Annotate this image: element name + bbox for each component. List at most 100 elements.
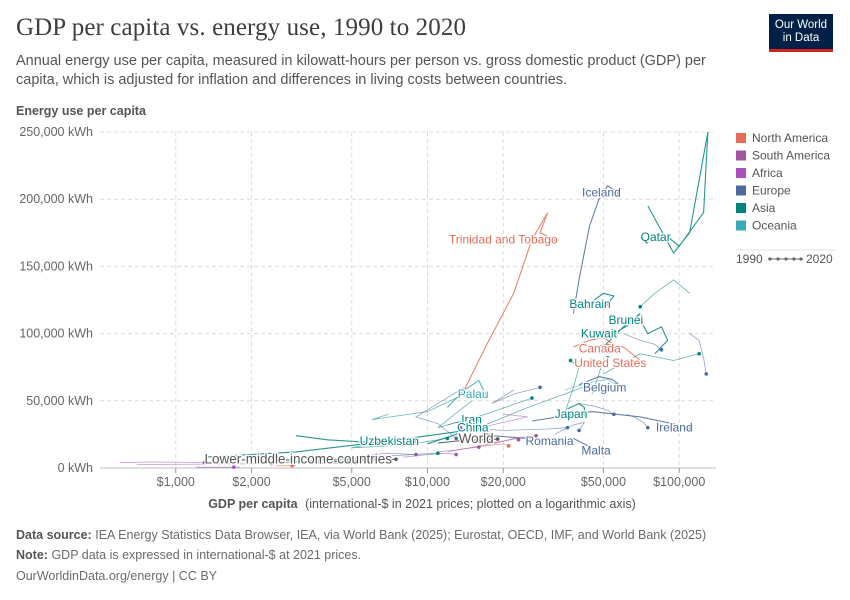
country-trajectories[interactable] — [119, 131, 709, 469]
trajectory-saudi-arabia[interactable] — [591, 357, 608, 395]
point-brunei[interactable] — [638, 318, 643, 322]
point-argentina[interactable] — [516, 437, 521, 442]
trajectory-kuwait[interactable] — [603, 312, 641, 348]
legend-label-europe[interactable]: Europe — [752, 184, 791, 198]
legend-label-oceania[interactable]: Oceania — [752, 219, 797, 233]
trajectory-switzerland[interactable] — [626, 413, 649, 428]
point-chad[interactable] — [231, 465, 236, 469]
point-egypt[interactable] — [454, 452, 458, 457]
point-spain[interactable] — [577, 428, 581, 433]
legend-label-asia[interactable]: Asia — [752, 201, 776, 215]
point-south-korea[interactable] — [587, 382, 592, 387]
point-iran[interactable] — [477, 417, 481, 422]
owid-logo[interactable]: Our World in Data — [769, 14, 833, 52]
trajectory-south-korea[interactable] — [471, 384, 590, 431]
trajectory-uzbekistan[interactable] — [295, 435, 416, 444]
point-norway[interactable] — [659, 347, 664, 352]
point-india[interactable] — [386, 456, 391, 461]
trajectory-turkmenistan[interactable] — [371, 393, 465, 420]
point-haiti[interactable] — [290, 463, 294, 468]
point-trinidad-and-tobago[interactable] — [552, 237, 557, 242]
trajectory-ireland[interactable] — [531, 411, 690, 429]
trajectory-poland[interactable] — [456, 427, 568, 431]
trajectory-trinidad-and-tobago[interactable] — [463, 212, 555, 391]
credit-text[interactable]: OurWorldinData.org/energy | CC BY — [16, 569, 218, 583]
trajectory-china[interactable] — [204, 427, 486, 458]
point-canada[interactable] — [615, 346, 620, 351]
trajectory-eswatini[interactable] — [371, 452, 417, 455]
point-lower-middle-income-countries[interactable] — [394, 457, 398, 462]
point-iceland[interactable] — [615, 190, 620, 195]
trajectory-russia[interactable] — [491, 387, 541, 404]
point-turkmenistan[interactable] — [462, 392, 467, 396]
point-mongolia[interactable] — [445, 436, 450, 441]
point-uae[interactable] — [638, 304, 643, 309]
trajectory-ukraine[interactable] — [415, 387, 465, 439]
trajectory-chile[interactable] — [447, 435, 537, 453]
trajectory-united-states[interactable] — [591, 343, 644, 364]
trajectory-oman[interactable] — [564, 360, 580, 415]
region-legend[interactable]: North America South America Africa Europe As… — [736, 131, 830, 233]
trajectory-argentina[interactable] — [485, 437, 519, 445]
trajectory-ethiopia[interactable] — [136, 463, 272, 465]
trajectory-singapore[interactable] — [603, 353, 700, 375]
trajectory-norway[interactable] — [623, 333, 662, 351]
legend-swatch-south-america[interactable] — [736, 150, 746, 161]
point-oman[interactable] — [568, 358, 573, 363]
point-germany[interactable] — [612, 412, 616, 417]
point-russia[interactable] — [538, 385, 542, 390]
trajectory-bahrain[interactable] — [584, 292, 615, 310]
point-world[interactable] — [495, 437, 500, 441]
point-kazakhstan[interactable] — [530, 396, 534, 400]
trajectory-mozambique[interactable] — [119, 461, 205, 463]
trajectory-iceland[interactable] — [572, 185, 619, 314]
point-malta[interactable] — [605, 448, 610, 453]
point-belgium[interactable] — [621, 385, 626, 390]
point-ukraine[interactable] — [454, 436, 458, 441]
point-chile[interactable] — [534, 433, 538, 438]
trajectory-kazakhstan[interactable] — [437, 397, 533, 429]
trajectory-uae[interactable] — [639, 279, 690, 307]
point-saudi-arabia[interactable] — [605, 355, 610, 360]
trajectory-world[interactable] — [437, 438, 498, 444]
point-luxembourg[interactable] — [704, 372, 709, 376]
legend-swatch-north-america[interactable] — [736, 133, 746, 143]
point-nigeria[interactable] — [354, 461, 358, 465]
point-libya[interactable] — [470, 428, 474, 433]
trajectory-australia[interactable] — [564, 378, 617, 391]
trajectory-malta[interactable] — [547, 437, 608, 452]
legend-swatch-oceania[interactable] — [736, 220, 746, 231]
point-australia[interactable] — [614, 382, 618, 387]
legend-label-north-america[interactable]: North America — [752, 131, 828, 145]
trajectory-palau[interactable] — [447, 379, 486, 408]
legend-label-africa[interactable]: Africa — [752, 166, 783, 180]
credit-line[interactable]: OurWorldinData.org/energy | CC BY — [16, 569, 217, 583]
trajectory-qatar[interactable] — [647, 131, 709, 254]
point-vietnam[interactable] — [436, 451, 440, 456]
point-ireland[interactable] — [687, 425, 692, 430]
trajectory-japan[interactable] — [567, 402, 585, 415]
trajectory-mexico[interactable] — [478, 443, 509, 447]
point-singapore[interactable] — [697, 351, 701, 356]
trajectory-libya[interactable] — [471, 413, 528, 431]
point-palau[interactable] — [483, 392, 488, 396]
point-uzbekistan[interactable] — [414, 439, 418, 443]
point-switzerland[interactable] — [645, 425, 650, 430]
point-bahrain[interactable] — [605, 302, 610, 306]
trajectory-nigeria[interactable] — [312, 462, 357, 465]
trajectory-germany[interactable] — [578, 403, 615, 415]
point-united-states[interactable] — [641, 361, 646, 365]
trajectory-spain[interactable] — [554, 421, 586, 435]
trajectory-mongolia[interactable] — [351, 438, 448, 449]
point-qatar[interactable] — [665, 235, 670, 239]
trajectory-belgium[interactable] — [578, 376, 624, 388]
legend-swatch-europe[interactable] — [736, 185, 746, 196]
legend-swatch-asia[interactable] — [736, 203, 746, 213]
legend-swatch-africa[interactable] — [736, 168, 746, 178]
trajectory-luxembourg[interactable] — [689, 333, 707, 374]
point-mexico[interactable] — [506, 444, 511, 448]
point-kuwait[interactable] — [612, 331, 616, 336]
point-mozambique[interactable] — [202, 460, 207, 465]
trajectory-brunei[interactable] — [639, 319, 669, 355]
trajectory-vietnam[interactable] — [251, 452, 438, 465]
